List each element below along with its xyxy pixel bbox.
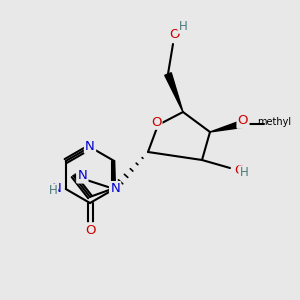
Text: H: H <box>48 184 57 197</box>
Text: N: N <box>77 169 87 182</box>
Text: O: O <box>85 224 95 236</box>
Polygon shape <box>210 121 243 132</box>
Text: N: N <box>110 182 120 195</box>
Text: N: N <box>85 140 95 152</box>
Text: N: N <box>52 182 62 196</box>
Text: O: O <box>170 28 180 40</box>
Polygon shape <box>165 73 183 112</box>
Text: H: H <box>178 20 188 32</box>
Text: O: O <box>238 115 248 128</box>
Text: methyl: methyl <box>257 117 291 127</box>
Text: O: O <box>234 164 244 176</box>
Text: H: H <box>240 167 248 179</box>
Text: O: O <box>151 116 161 128</box>
